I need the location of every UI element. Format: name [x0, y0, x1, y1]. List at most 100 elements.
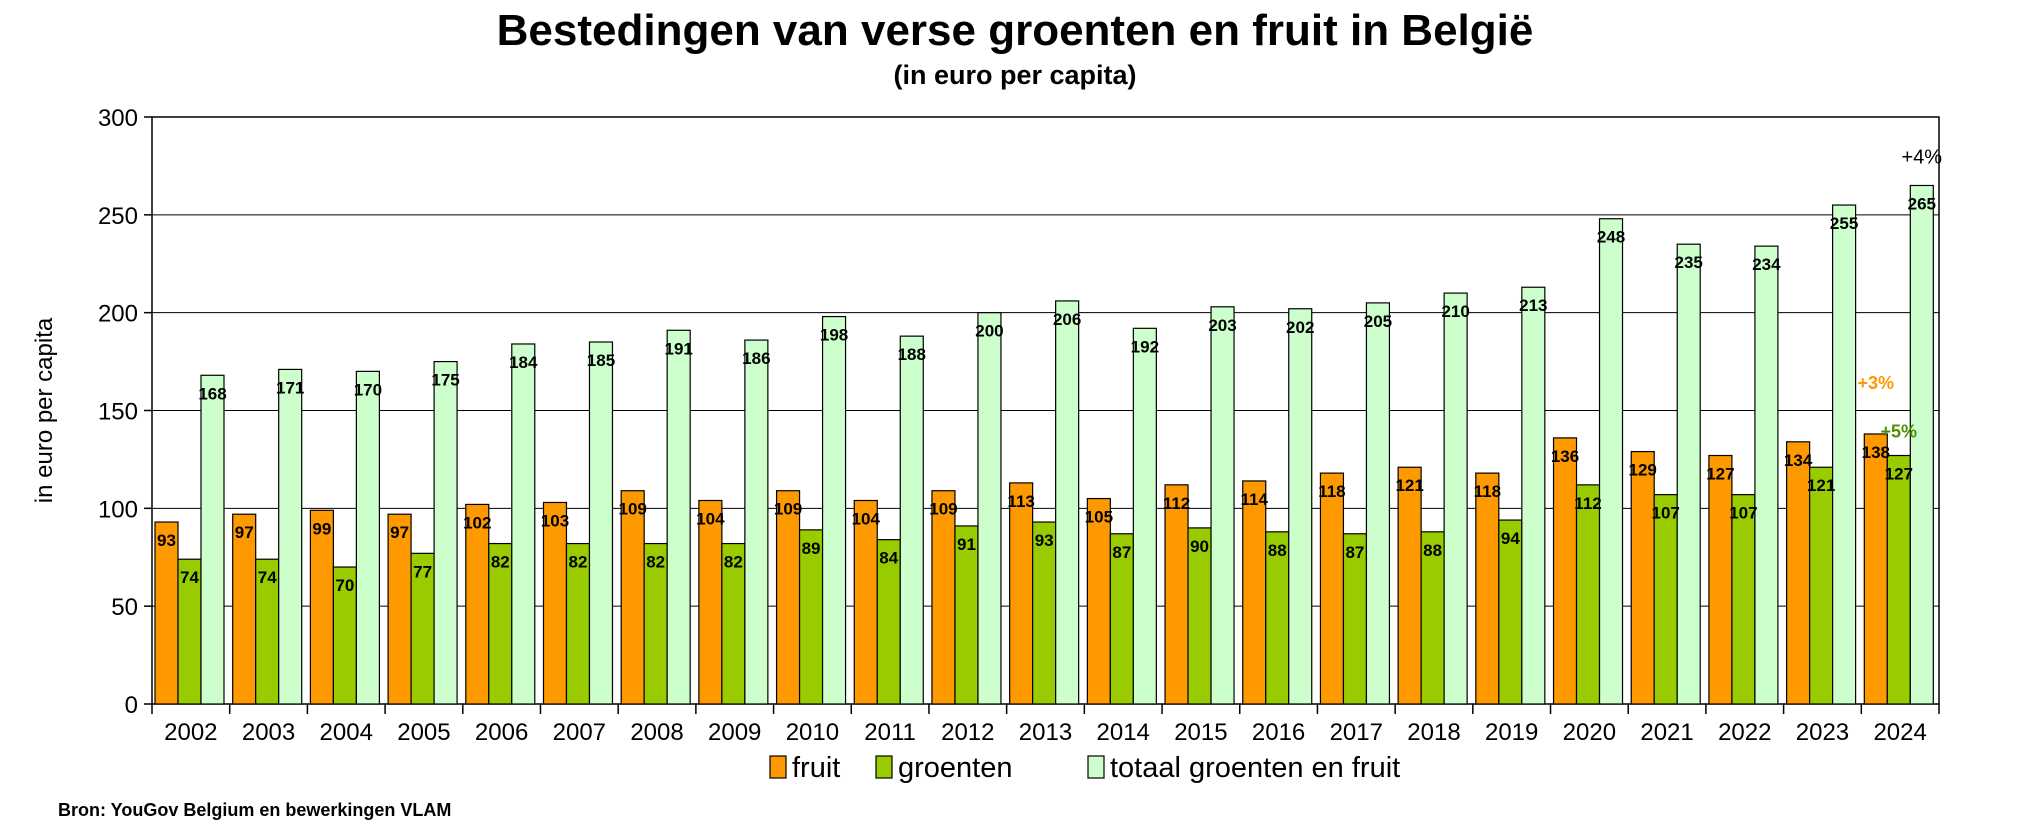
bar-fruit-2017 — [1319, 472, 1345, 705]
x-tick-label: 2006 — [475, 719, 528, 746]
data-label: 74 — [258, 568, 277, 587]
x-tick-label: 2002 — [164, 719, 217, 746]
data-label: 118 — [1474, 482, 1501, 501]
bar-fruit-2011 — [853, 499, 878, 705]
x-tick-label: 2020 — [1563, 719, 1616, 746]
bar-fruit-2008 — [620, 490, 645, 705]
source-note: Bron: YouGov Belgium en bewerkingen VLAM — [58, 800, 452, 820]
bar-fruit-2014 — [1086, 497, 1111, 705]
bar-fruit-2009 — [698, 499, 723, 705]
x-tick-label: 2022 — [1718, 719, 1771, 746]
bar-groenten-2023 — [1809, 466, 1834, 705]
bar-fruit-2003 — [232, 513, 257, 705]
bar-totaal-2022 — [1754, 245, 1779, 705]
data-label: 206 — [1053, 310, 1081, 329]
bar-fruit-2012 — [931, 490, 956, 705]
data-label: 103 — [541, 511, 569, 530]
data-label: 136 — [1551, 447, 1579, 466]
bar-totaal-2024 — [1909, 184, 1934, 705]
x-tick-label: 2014 — [1097, 719, 1150, 746]
bar-groenten-2020 — [1575, 484, 1601, 705]
x-tick-label: 2007 — [553, 719, 606, 746]
data-label: 121 — [1395, 476, 1423, 495]
x-tick-label: 2005 — [397, 719, 450, 746]
data-label: 90 — [1190, 537, 1209, 556]
data-label: 188 — [898, 345, 926, 364]
data-label: 186 — [742, 349, 770, 368]
data-label: 89 — [802, 539, 821, 558]
data-label: 114 — [1241, 490, 1269, 509]
bar-groenten-2022 — [1731, 494, 1756, 705]
data-label: 210 — [1441, 302, 1469, 321]
data-label: 112 — [1574, 494, 1601, 513]
bar-totaal-2011 — [899, 335, 924, 705]
data-label: 203 — [1208, 316, 1236, 335]
bar-fruit-2019 — [1475, 472, 1500, 705]
data-label: 97 — [235, 523, 254, 542]
data-label: 82 — [569, 553, 588, 572]
bar-totaal-2005 — [433, 360, 458, 705]
data-label: 198 — [820, 326, 848, 345]
bar-totaal-2019 — [1521, 286, 1546, 705]
x-tick-label: 2010 — [786, 719, 839, 746]
x-tick-label: 2017 — [1330, 719, 1383, 746]
x-tick-label: 2012 — [941, 719, 994, 746]
data-label: 191 — [664, 339, 692, 358]
bar-totaal-2002 — [200, 374, 225, 705]
bar-fruit-2016 — [1242, 480, 1267, 705]
data-label: 109 — [929, 500, 957, 519]
data-label: 88 — [1268, 541, 1287, 560]
data-label: 184 — [509, 353, 538, 372]
data-label: 127 — [1706, 465, 1734, 484]
legend-label: groenten — [898, 752, 1013, 784]
data-label: 99 — [312, 519, 331, 538]
data-label: 87 — [1345, 543, 1364, 562]
bar-fruit-2015 — [1164, 484, 1189, 705]
x-tick-label: 2018 — [1407, 719, 1460, 746]
data-label: 82 — [491, 553, 510, 572]
bar-totaal-2006 — [511, 343, 536, 705]
data-label: 77 — [413, 562, 432, 581]
x-tick-label: 2013 — [1019, 719, 1072, 746]
x-tick-label: 2019 — [1485, 719, 1538, 746]
data-label: 82 — [646, 553, 665, 572]
data-label: 97 — [390, 523, 409, 542]
data-label: 70 — [335, 576, 354, 595]
data-label: 168 — [198, 384, 226, 403]
bar-fruit-2006 — [465, 503, 490, 705]
x-tick-label: 2023 — [1796, 719, 1849, 746]
annotation: +3% — [1858, 373, 1895, 393]
data-label: 109 — [618, 500, 646, 519]
data-label: 88 — [1423, 541, 1442, 560]
x-tick-label: 2004 — [320, 719, 373, 746]
data-label: 129 — [1629, 461, 1657, 480]
y-axis-title: in euro per capita — [31, 317, 58, 503]
chart-subtitle: (in euro per capita) — [893, 60, 1137, 90]
data-label: 185 — [587, 351, 615, 370]
data-label: 102 — [463, 513, 491, 532]
x-tick-label: 2015 — [1174, 719, 1227, 746]
annotation: +4% — [1902, 146, 1943, 168]
x-tick-label: 2024 — [1873, 719, 1926, 746]
data-label: 234 — [1752, 255, 1781, 274]
bar-totaal-2018 — [1443, 292, 1468, 705]
y-tick-label: 150 — [98, 399, 138, 426]
data-label: 213 — [1519, 296, 1547, 315]
y-tick-label: 200 — [98, 301, 138, 328]
legend-swatch-totaal — [1087, 755, 1105, 779]
bar-totaal-2014 — [1132, 327, 1157, 705]
y-tick-label: 50 — [111, 594, 138, 621]
bar-totaal-2023 — [1832, 204, 1857, 705]
data-label: 107 — [1729, 504, 1757, 523]
bar-totaal-2013 — [1055, 300, 1080, 705]
bar-groenten-2021 — [1653, 494, 1678, 705]
bar-totaal-2015 — [1210, 306, 1235, 705]
x-tick-label: 2009 — [708, 719, 761, 746]
data-label: 205 — [1364, 312, 1392, 331]
x-tick-label: 2021 — [1640, 719, 1693, 746]
data-label: 82 — [724, 553, 743, 572]
data-label: 202 — [1286, 318, 1314, 337]
data-label: 138 — [1862, 443, 1890, 462]
